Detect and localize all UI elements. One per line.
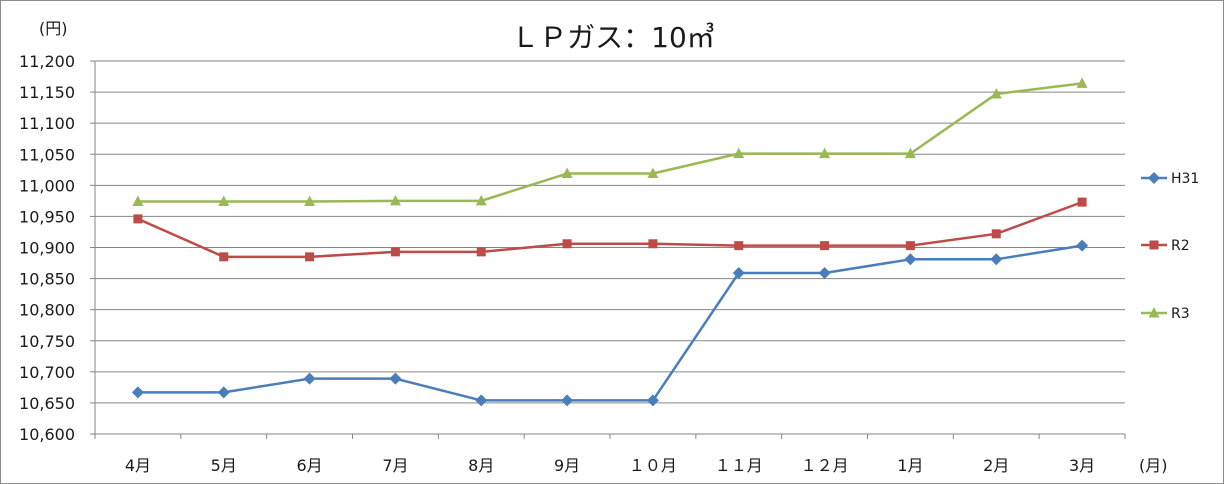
data-point-h31 [646, 394, 659, 407]
legend-label-r2: R2 [1171, 238, 1190, 254]
data-point-r2 [905, 241, 915, 251]
data-point-h31 [475, 394, 488, 407]
data-point-h31 [389, 372, 402, 385]
data-point-r2 [991, 229, 1001, 239]
legend: H31 R2 R3 [1141, 171, 1199, 322]
series-line-r2 [137, 200, 1083, 259]
x-tick-label: 5月 [211, 456, 237, 475]
y-tick-label: 11,200 [19, 52, 75, 71]
y-axis-unit-label: (円) [39, 19, 68, 38]
data-point-h31 [732, 266, 745, 279]
x-tick-label: 4月 [125, 456, 151, 475]
data-point-h31 [561, 394, 574, 407]
legend-marker-h31 [1148, 172, 1160, 184]
data-point-h31 [904, 253, 917, 266]
x-tick-label: １１月 [715, 456, 763, 475]
x-tick-label: 1月 [897, 456, 923, 475]
data-point-r2 [1077, 197, 1087, 207]
legend-item-h31: H31 [1141, 171, 1199, 187]
x-tick-label: １０月 [629, 456, 677, 475]
series-r2 [133, 197, 1087, 262]
x-tick-label: 9月 [554, 456, 580, 475]
data-point-r2 [734, 241, 744, 251]
legend-item-r2: R2 [1141, 238, 1190, 254]
y-tick-label: 10,600 [19, 425, 75, 444]
data-point-r2 [476, 247, 486, 257]
data-point-h31 [303, 372, 316, 385]
data-point-r2 [133, 214, 143, 224]
chart-title: ＬＰガス：10㎥ [511, 21, 715, 54]
data-point-r3 [904, 147, 916, 159]
data-point-r3 [218, 195, 230, 206]
x-axis-unit-label: (月) [1139, 456, 1168, 475]
data-point-r2 [390, 247, 400, 257]
series-group [131, 77, 1089, 407]
data-point-h31 [1076, 239, 1089, 252]
data-point-r2 [305, 252, 315, 262]
data-point-r2 [562, 239, 572, 249]
legend-item-r3: R3 [1141, 306, 1190, 322]
data-point-h31 [990, 253, 1003, 266]
x-tick-label: 3月 [1069, 456, 1095, 475]
legend-label-h31: H31 [1171, 171, 1199, 187]
axes: 10,600 10,650 10,700 10,750 10,800 10,850 10,9… [19, 52, 1126, 475]
y-tick-label: 10,900 [19, 239, 75, 258]
data-point-r2 [820, 241, 830, 251]
data-point-r3 [561, 167, 573, 179]
y-tick-label: 11,150 [19, 83, 75, 102]
data-point-h31 [131, 386, 144, 399]
y-tick-label: 11,000 [19, 176, 75, 195]
data-point-r3 [1076, 77, 1088, 88]
data-point-r3 [389, 194, 401, 206]
y-tick-label: 10,750 [19, 332, 75, 351]
y-tick-label: 11,100 [19, 114, 75, 133]
data-point-r3 [304, 195, 316, 206]
series-r3 [132, 77, 1088, 206]
series-line-h31 [137, 244, 1083, 402]
gridlines [95, 60, 1125, 435]
y-tick-label: 11,050 [19, 145, 75, 164]
data-point-r3 [475, 194, 487, 206]
x-tick-label: 6月 [296, 456, 322, 475]
data-point-h31 [217, 386, 230, 399]
data-point-r3 [132, 195, 144, 206]
data-point-r3 [819, 147, 831, 159]
x-tick-label: 2月 [983, 456, 1009, 475]
x-tick-label: １２月 [801, 456, 849, 475]
legend-label-r3: R3 [1171, 306, 1190, 322]
legend-marker-r2 [1149, 240, 1159, 250]
data-point-r3 [990, 87, 1002, 99]
x-tick-label: 7月 [382, 456, 408, 475]
y-tick-label: 10,800 [19, 301, 75, 320]
data-point-r2 [219, 252, 229, 262]
series-line-r3 [137, 82, 1083, 203]
y-tick-label: 10,950 [19, 207, 75, 226]
y-tick-label: 10,850 [19, 270, 75, 289]
y-tick-label: 10,650 [19, 394, 75, 413]
series-h31 [131, 239, 1089, 407]
y-tick-label: 10,700 [19, 363, 75, 382]
data-point-r3 [647, 167, 659, 179]
legend-marker-r3 [1148, 307, 1160, 318]
data-point-r3 [733, 147, 745, 159]
x-tick-label: 8月 [468, 456, 494, 475]
data-point-h31 [818, 266, 831, 279]
data-point-r2 [648, 239, 658, 249]
